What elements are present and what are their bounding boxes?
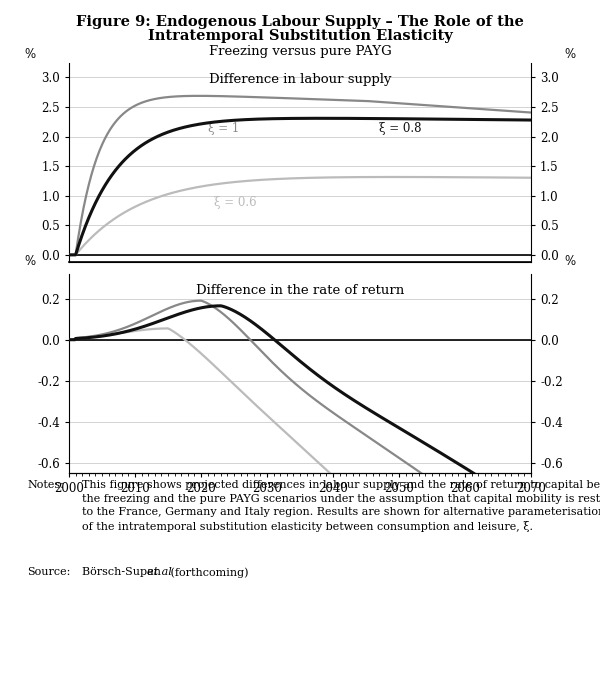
Text: Notes:: Notes:	[27, 480, 64, 490]
Text: %: %	[24, 48, 35, 61]
Text: %: %	[565, 48, 576, 61]
Text: Difference in the rate of return: Difference in the rate of return	[196, 284, 404, 297]
Text: (forthcoming): (forthcoming)	[167, 567, 249, 578]
Text: Source:: Source:	[27, 567, 70, 577]
Text: This figure shows projected differences in labour supply and the rate of return : This figure shows projected differences …	[82, 480, 600, 533]
Text: ξ = 1: ξ = 1	[208, 122, 239, 135]
Text: Freezing versus pure PAYG: Freezing versus pure PAYG	[209, 45, 391, 58]
Text: Figure 9: Endogenous Labour Supply – The Role of the: Figure 9: Endogenous Labour Supply – The…	[76, 15, 524, 29]
Text: et al: et al	[147, 567, 172, 577]
Text: Difference in labour supply: Difference in labour supply	[209, 73, 391, 86]
Text: Intratemporal Substitution Elasticity: Intratemporal Substitution Elasticity	[148, 29, 452, 44]
Text: ξ = 0.6: ξ = 0.6	[214, 196, 257, 209]
Text: ξ = 0.8: ξ = 0.8	[379, 122, 422, 135]
Text: %: %	[565, 255, 576, 268]
Text: Börsch-Supan: Börsch-Supan	[82, 567, 164, 577]
Text: %: %	[24, 255, 35, 268]
